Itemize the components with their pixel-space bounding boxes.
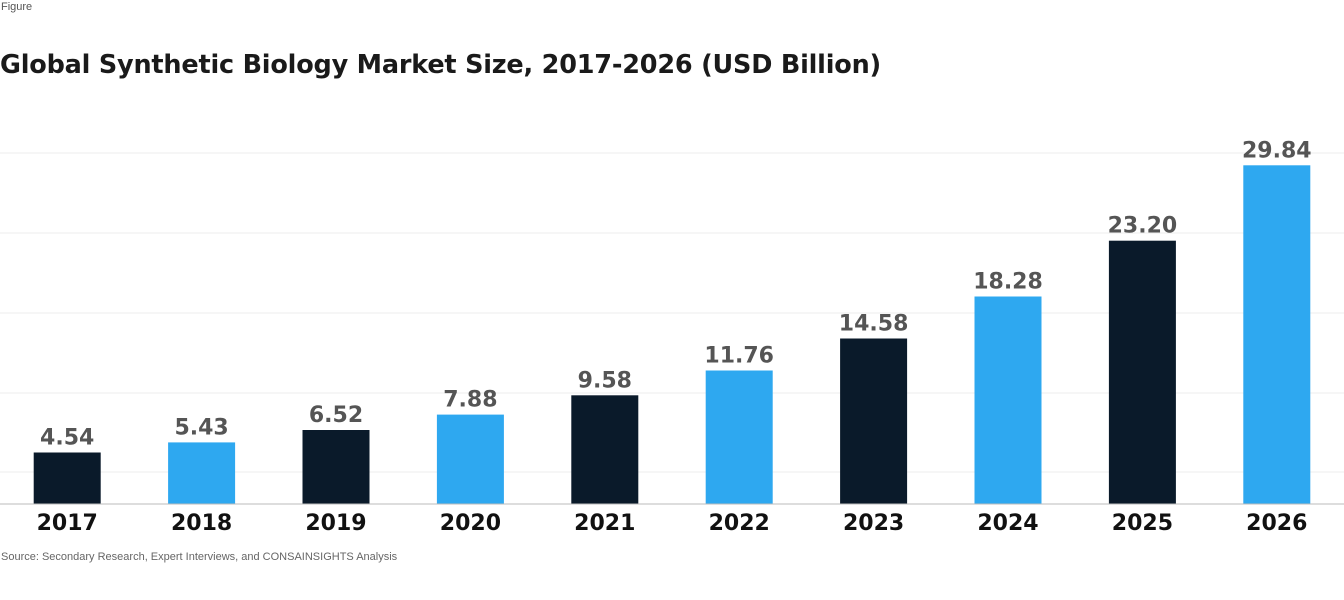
value-label-2019: 6.52: [309, 403, 363, 428]
source-note: Source: Secondary Research, Expert Inter…: [1, 551, 398, 563]
x-tick-label-2020: 2020: [440, 511, 501, 536]
bar-2017: [33, 452, 101, 504]
x-tick-labels: 2017 2018 2019 2020 2021 2022 2023 2024 2025 2026: [37, 511, 1308, 536]
value-label-2018: 5.43: [174, 415, 228, 440]
bar-2022: [705, 370, 773, 504]
bars: [33, 165, 1311, 505]
bar-2026: [1243, 165, 1311, 505]
x-tick-label-2021: 2021: [574, 511, 635, 536]
bar-2023: [840, 338, 908, 504]
chart-title: Global Synthetic Biology Market Size, 20…: [0, 50, 881, 80]
value-labels: 4.54 5.43 6.52 7.88 9.58 11.76 14.58 18.28 23.20…: [40, 138, 1312, 450]
x-tick-label-2023: 2023: [843, 511, 904, 536]
x-tick-label-2019: 2019: [305, 511, 366, 536]
value-label-2021: 9.58: [578, 368, 632, 393]
value-label-2024: 18.28: [973, 270, 1043, 295]
x-tick-label-2022: 2022: [709, 511, 770, 536]
value-label-2017: 4.54: [40, 426, 94, 451]
value-label-2026: 29.84: [1242, 138, 1312, 163]
bar-2019: [302, 430, 370, 504]
value-label-2020: 7.88: [443, 388, 497, 413]
figure-label: Figure: [1, 1, 33, 13]
value-label-2022: 11.76: [704, 344, 774, 369]
x-tick-label-2026: 2026: [1246, 511, 1307, 536]
value-label-2025: 23.20: [1108, 214, 1178, 239]
x-tick-label-2018: 2018: [171, 511, 232, 536]
x-tick-label-2024: 2024: [977, 511, 1038, 536]
x-tick-label-2017: 2017: [37, 511, 98, 536]
bar-2021: [571, 395, 639, 504]
value-label-2023: 14.58: [839, 312, 909, 337]
bar-2020: [436, 414, 504, 504]
bar-2025: [1108, 240, 1176, 504]
bar-2018: [168, 442, 236, 504]
bar-2024: [974, 296, 1042, 504]
x-tick-label-2025: 2025: [1112, 511, 1173, 536]
